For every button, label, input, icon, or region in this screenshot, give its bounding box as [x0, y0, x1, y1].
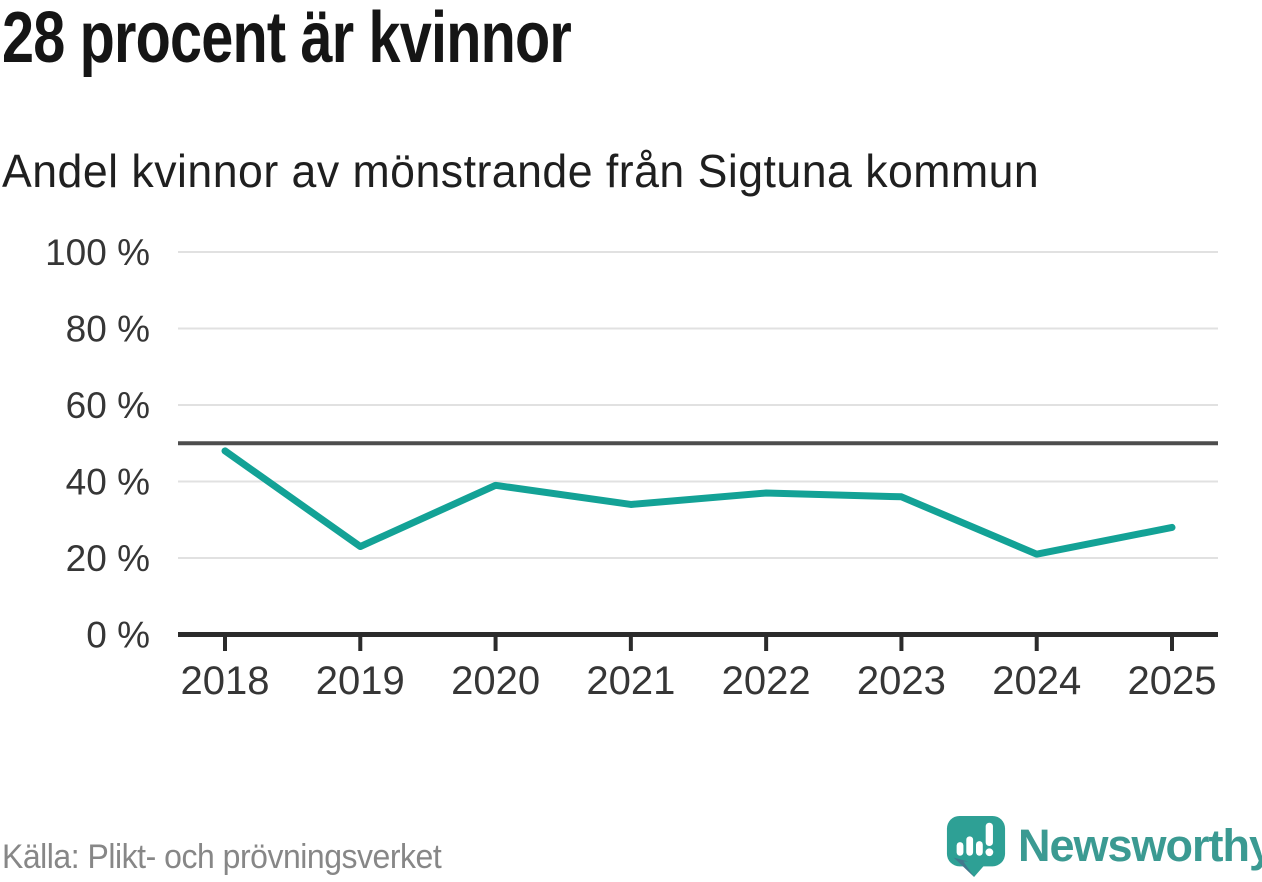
newsworthy-logo: Newsworthy [945, 815, 1262, 877]
y-axis-label: 40 % [66, 462, 150, 503]
chart-title: 28 procent är kvinnor [2, 0, 572, 78]
data-line-andel-kvinnor [221, 447, 1176, 558]
x-axis-label: 2025 [1128, 659, 1217, 703]
x-axis-label: 2023 [857, 659, 946, 703]
x-axis-label: 2024 [992, 659, 1081, 703]
newsworthy-wordmark: Newsworthy [1018, 820, 1262, 871]
x-axis-label: 2019 [316, 659, 405, 703]
x-axis-label: 2020 [451, 659, 540, 703]
x-axis-label: 2022 [722, 659, 811, 703]
y-axis-label: 80 % [66, 309, 150, 350]
x-axis-label: 2018 [181, 659, 270, 703]
x-axis-label: 2021 [586, 659, 675, 703]
chart-subtitle: Andel kvinnor av mönstrande från Sigtuna… [2, 145, 1040, 197]
y-axis-label: 0 % [86, 615, 150, 656]
newsworthy-bubble-chart-icon [945, 815, 1007, 877]
y-axis-label: 60 % [66, 385, 150, 426]
source-note: Källa: Plikt- och prövningsverket [2, 838, 442, 876]
y-axis-label: 100 % [45, 232, 150, 273]
y-axis-label: 20 % [66, 538, 150, 579]
